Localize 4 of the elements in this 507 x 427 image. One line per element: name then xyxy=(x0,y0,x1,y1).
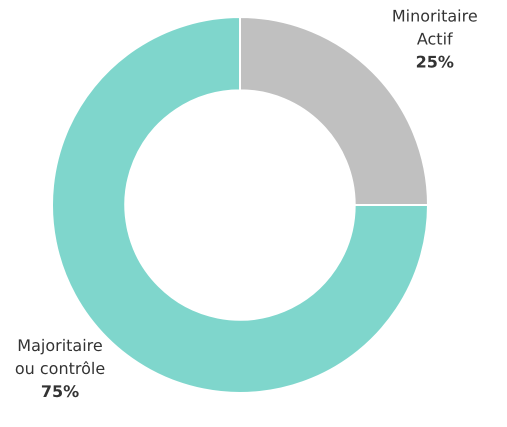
data-label: 25% xyxy=(416,52,454,72)
slice-label: Minoritaire Actif xyxy=(392,6,478,48)
slice-label: Majoritaire ou contrôle xyxy=(14,336,106,378)
data-label: 75% xyxy=(40,382,80,401)
